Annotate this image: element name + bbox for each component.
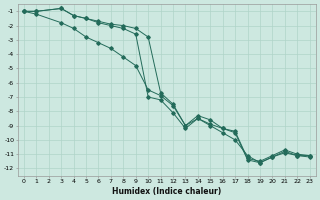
X-axis label: Humidex (Indice chaleur): Humidex (Indice chaleur) (112, 187, 221, 196)
